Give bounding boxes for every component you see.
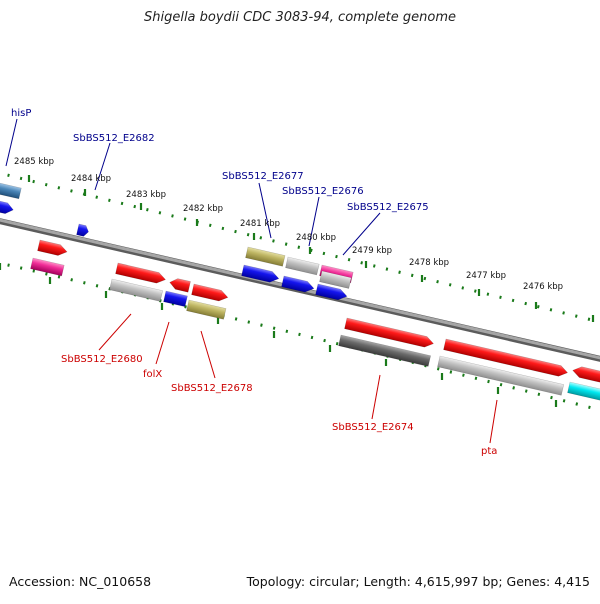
red-feature — [169, 278, 191, 293]
kbp-label: 2484 kbp — [71, 174, 111, 184]
label-leader-line — [371, 374, 381, 420]
SbBS512_E2678-feature-shape — [186, 299, 227, 320]
red-feature — [344, 317, 434, 348]
label-leaders — [5, 118, 498, 444]
accession-text: Accession: NC_010658 — [9, 574, 152, 589]
red-feature-shape — [572, 366, 600, 386]
kbp-label: 2480 kbp — [296, 233, 336, 243]
red-feature-shape — [344, 317, 434, 348]
red-feature-shape — [37, 239, 68, 256]
blue-feature-shape — [241, 264, 280, 283]
red-feature — [37, 239, 68, 256]
gray-feature-shape — [319, 270, 352, 289]
magenta-feature — [30, 257, 65, 277]
label-leader-line — [98, 313, 132, 351]
kbp-label: 2477 kbp — [466, 271, 506, 281]
label-leader-line — [200, 330, 216, 379]
kbp-label: 2478 kbp — [409, 258, 449, 268]
SbBS512_E2682-feature-shape — [76, 223, 89, 237]
genome-summary-text: Topology: circular; Length: 4,615,997 bp… — [246, 574, 590, 589]
pta-feature — [443, 338, 568, 377]
SbBS512_E2682-feature — [76, 223, 89, 237]
gene-label-SbBS512_E2675: SbBS512_E2675 — [347, 202, 429, 213]
folX-feature-shape — [163, 290, 188, 307]
blue-feature — [0, 199, 14, 214]
gene-labels-bottom: SbBS512_E2680 folX SbBS512_E2678 SbBS512… — [61, 354, 497, 457]
blue-feature-shape — [315, 283, 348, 301]
kbp-label: 2479 kbp — [352, 246, 392, 256]
kbp-label: 2485 kbp — [14, 157, 54, 167]
SbBS512_E2678-feature — [186, 299, 227, 320]
red-feature — [115, 262, 166, 284]
gray-feature — [437, 355, 565, 396]
kbp-label: 2481 kbp — [240, 219, 280, 229]
map-title: Shigella boydii CDC 3083-94, complete ge… — [143, 10, 457, 25]
SbBS512_E2676-feature — [285, 256, 320, 276]
blue-feature — [281, 275, 315, 293]
folX-feature — [163, 290, 188, 307]
kbp-label: 2476 kbp — [523, 282, 563, 292]
SbBS512_E2680-feature — [109, 278, 163, 302]
label-leader-line — [308, 196, 320, 247]
gene-label-folX: folX — [143, 369, 162, 380]
gene-label-SbBS512_E2680: SbBS512_E2680 — [61, 354, 143, 365]
label-leader-line — [342, 212, 381, 256]
gene-labels-top: hisP SbBS512_E2682 SbBS512_E2677 SbBS512… — [11, 108, 429, 213]
label-leader-line — [5, 118, 18, 167]
gene-label-pta: pta — [481, 446, 497, 457]
red-feature-shape — [169, 278, 191, 293]
blue-feature-shape — [281, 275, 315, 293]
SbBS512_E2677-feature — [245, 246, 286, 267]
kbp-labels: 2485 kbp 2484 kbp 2483 kbp 2482 kbp 2481… — [14, 157, 563, 292]
gray-feature-shape — [437, 355, 565, 396]
gene-label-SbBS512_E2682: SbBS512_E2682 — [73, 133, 155, 144]
red-feature — [191, 283, 229, 302]
gene-features — [0, 181, 600, 403]
blue-feature-shape — [0, 199, 14, 214]
inner-scale-track — [0, 261, 600, 412]
cyan-feature-shape — [567, 381, 600, 403]
label-leader-line — [489, 399, 498, 444]
magenta-feature-shape — [30, 257, 65, 277]
major-ticks — [0, 175, 595, 407]
blue-feature — [241, 264, 280, 283]
SbBS512_E2674-feature-shape — [338, 334, 431, 367]
SbBS512_E2674-feature — [338, 334, 431, 367]
hisP-feature-shape — [0, 181, 22, 200]
hisP-feature — [0, 181, 22, 200]
red-feature-shape — [115, 262, 166, 284]
red-feature-shape — [191, 283, 229, 302]
label-leader-line — [94, 142, 111, 191]
gene-label-SbBS512_E2678: SbBS512_E2678 — [171, 383, 253, 394]
pta-feature-shape — [443, 338, 568, 377]
gene-label-hisP: hisP — [11, 108, 31, 119]
kbp-label: 2482 kbp — [183, 204, 223, 214]
gene-label-SbBS512_E2676: SbBS512_E2676 — [282, 186, 364, 197]
gene-label-SbBS512_E2677: SbBS512_E2677 — [222, 171, 304, 182]
SbBS512_E2680-feature-shape — [109, 278, 163, 302]
kbp-label: 2483 kbp — [126, 190, 166, 200]
SbBS512_E2677-feature-shape — [245, 246, 286, 267]
gene-label-SbBS512_E2674: SbBS512_E2674 — [332, 422, 414, 433]
label-leader-line — [155, 321, 170, 365]
cyan-feature — [567, 381, 600, 403]
red-feature — [572, 366, 600, 386]
blue-feature — [315, 283, 348, 301]
SbBS512_E2676-feature-shape — [285, 256, 320, 276]
outer-scale-track — [0, 171, 600, 324]
label-leader-line — [258, 182, 272, 239]
gray-feature — [319, 270, 352, 289]
